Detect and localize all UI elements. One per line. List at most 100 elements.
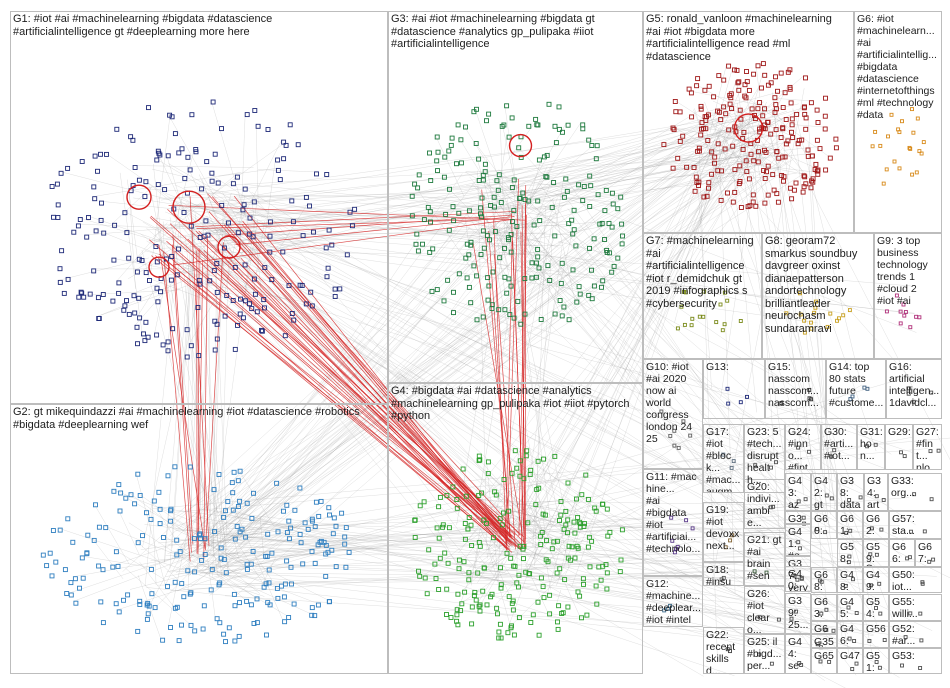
edge xyxy=(509,581,860,615)
node-g1 xyxy=(126,311,132,317)
node-g3 xyxy=(456,210,462,216)
edge xyxy=(198,207,521,573)
node-g3 xyxy=(535,198,541,204)
edge xyxy=(704,137,800,166)
node-g2 xyxy=(197,531,203,537)
node-g2 xyxy=(343,564,349,570)
node-g2 xyxy=(211,487,217,493)
node-g2 xyxy=(68,580,74,586)
edge xyxy=(248,240,915,314)
node-g1 xyxy=(146,105,151,111)
node-g3 xyxy=(441,174,447,180)
node-g3 xyxy=(620,233,625,239)
edge xyxy=(168,163,269,221)
group-label-g39: G39: 25... xyxy=(788,595,809,631)
node-g2 xyxy=(230,490,236,496)
node-g15 xyxy=(807,387,812,392)
node-g1 xyxy=(165,339,171,345)
node-g24 xyxy=(807,449,811,454)
group-panel-g24: G24: #inno... #finte... xyxy=(785,424,821,470)
node-g1 xyxy=(246,231,252,237)
edge xyxy=(544,520,802,540)
node-g9 xyxy=(903,310,908,314)
node-g1 xyxy=(267,233,273,239)
node-g3 xyxy=(490,269,496,275)
edge-highlight xyxy=(225,222,513,547)
node-g4 xyxy=(501,477,507,482)
node-g5 xyxy=(757,126,762,132)
edge xyxy=(224,197,527,513)
group-label-g66: G66: कर... xyxy=(892,541,907,566)
group-panel-g63: G63: #ai... xyxy=(811,594,837,621)
node-g3 xyxy=(573,243,579,249)
edge xyxy=(168,519,260,594)
edge xyxy=(212,508,228,530)
edge xyxy=(494,151,764,208)
node-g1 xyxy=(114,126,120,132)
edge xyxy=(141,250,216,534)
node-g3 xyxy=(545,263,551,269)
group-panel-g40: G40: sie... xyxy=(785,566,811,592)
node-g3 xyxy=(535,246,541,252)
edge xyxy=(205,140,709,575)
edge xyxy=(464,217,469,244)
node-g3 xyxy=(489,306,495,312)
node-g4 xyxy=(440,522,446,528)
edge xyxy=(514,163,555,225)
edge xyxy=(146,587,293,603)
node-g2 xyxy=(288,564,294,570)
node-g5 xyxy=(802,111,808,117)
edge-highlight xyxy=(241,224,521,548)
node-g4 xyxy=(540,584,546,590)
node-g4 xyxy=(436,587,442,592)
node-g2 xyxy=(250,549,256,554)
edge-highlight xyxy=(233,195,508,541)
node-g1 xyxy=(251,199,257,205)
node-g4 xyxy=(581,581,586,587)
node-g5 xyxy=(762,106,767,112)
edge xyxy=(187,171,754,207)
node-g1 xyxy=(277,177,283,183)
edge xyxy=(506,509,554,523)
node-g1 xyxy=(209,178,215,184)
node-g2 xyxy=(198,536,203,541)
node-g1 xyxy=(92,196,98,202)
node-g2 xyxy=(96,524,102,530)
edge xyxy=(209,132,747,536)
node-g4 xyxy=(517,473,523,479)
group-label-g45: G45: clo... xyxy=(840,596,855,620)
edge xyxy=(489,123,778,572)
edge xyxy=(486,213,546,533)
node-g2 xyxy=(284,530,290,536)
node-g3 xyxy=(551,180,557,185)
edge xyxy=(163,142,778,229)
edge xyxy=(170,205,511,242)
node-g5 xyxy=(735,80,741,86)
node-g2 xyxy=(44,563,50,569)
group-panel-g56: G56 xyxy=(863,621,889,648)
edge xyxy=(173,225,915,314)
edge xyxy=(223,539,526,543)
edge xyxy=(217,511,827,661)
node-g4 xyxy=(506,508,512,514)
node-g4 xyxy=(593,583,599,589)
edge xyxy=(571,140,728,587)
node-g4 xyxy=(468,522,474,528)
node-g5 xyxy=(753,203,759,209)
node-g4 xyxy=(541,595,547,601)
edge xyxy=(220,245,816,534)
edge xyxy=(516,145,547,178)
node-g3 xyxy=(428,219,433,225)
node-g4 xyxy=(528,620,534,625)
node-g4 xyxy=(560,610,566,616)
edge xyxy=(208,264,211,539)
group-label-g21: G21: gt #ai brain #sens... xyxy=(747,534,782,585)
node-g3 xyxy=(577,291,583,297)
edge xyxy=(533,116,724,179)
node-g4 xyxy=(511,632,517,638)
edge xyxy=(135,472,166,586)
node-g6 xyxy=(878,143,883,148)
edge xyxy=(185,111,765,207)
node-g5 xyxy=(706,83,712,89)
edge-highlight xyxy=(506,178,520,551)
